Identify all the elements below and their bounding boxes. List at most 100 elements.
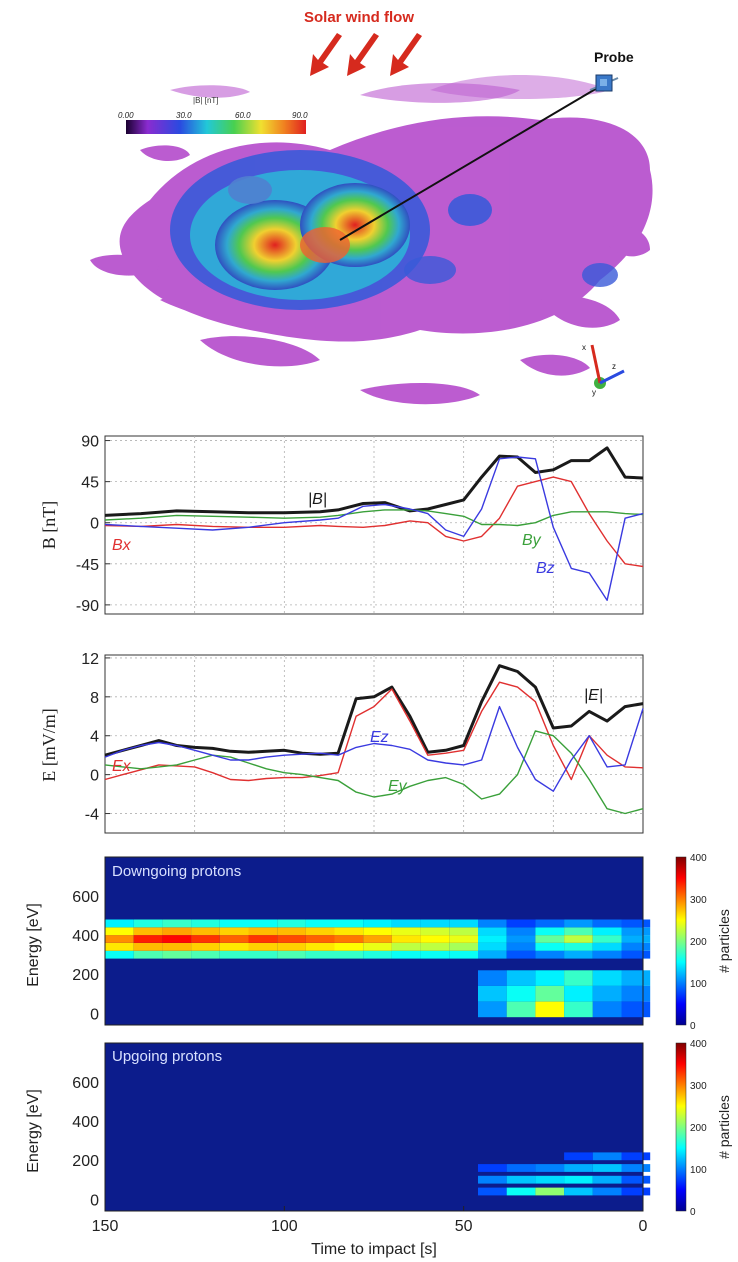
x-tick-label: 150	[92, 1218, 119, 1235]
electric-field-panel: 12 8 4 0 -4 E [mV/m] |E| Ex Ey Ez	[39, 651, 644, 834]
y-tick-label: 0	[90, 768, 99, 785]
heatmap-cell	[219, 935, 249, 943]
series-line-ez	[104, 705, 644, 792]
y-tick-label: 200	[72, 1153, 99, 1170]
heatmap-cell	[420, 943, 450, 951]
colorbar-title: |B| [nT]	[193, 96, 219, 105]
colorbar-tick-label: 300	[690, 1081, 707, 1092]
heatmap-cell	[478, 1175, 507, 1184]
heatmap-cell	[592, 1164, 622, 1172]
probe-icon	[589, 74, 619, 92]
series-line-b	[104, 446, 644, 517]
heatmap-cell	[564, 1175, 593, 1184]
heatmap-cell	[506, 1164, 536, 1172]
heatmap-cell	[535, 1164, 565, 1172]
heatmap-cell	[506, 1175, 536, 1184]
heatmap-cell	[564, 935, 593, 943]
heatmap-cell	[277, 919, 306, 928]
heatmap-cell	[621, 943, 651, 951]
x-tick-label: 50	[455, 1218, 473, 1235]
heatmap-cell	[621, 1164, 651, 1172]
heatmap-cell	[305, 950, 335, 959]
heatmap-cell	[191, 935, 220, 943]
heatmap-cell	[162, 919, 192, 928]
heatmap-cell	[363, 943, 392, 951]
series-annotation-eabs: |E|	[584, 687, 603, 704]
series-line-ey	[104, 730, 644, 815]
heatmap-cell	[391, 935, 421, 943]
heatmap-cell	[535, 970, 565, 986]
x-tick-label: 100	[271, 1218, 298, 1235]
series-annotation-ez: Ez	[370, 729, 389, 746]
y-axis-label: B [nT]	[39, 501, 59, 550]
x-tick-label: 0	[639, 1218, 648, 1235]
heatmap-cell	[191, 943, 220, 951]
heatmap-cell	[363, 927, 392, 936]
heatmap-cell	[478, 1164, 507, 1172]
series-annotation-by: By	[522, 532, 542, 549]
upgoing-protons-panel: 600 400 200 0 150 100 50 0 Upgoing protons Ene…	[25, 1039, 732, 1258]
heatmap-cell	[391, 950, 421, 959]
heatmap-cell	[133, 919, 163, 928]
heatmap-cell	[449, 943, 478, 951]
heatmap-cell	[363, 919, 392, 928]
y-tick-label: 400	[72, 928, 99, 945]
y-tick-label: 600	[72, 1075, 99, 1092]
heatmap-cell	[621, 1187, 651, 1196]
colorbar	[675, 1042, 687, 1212]
colorbar-tick: 30.0	[176, 111, 192, 120]
heatmap-cell	[506, 935, 536, 943]
y-tick-label: 0	[90, 1006, 99, 1023]
panel-title: Downgoing protons	[112, 863, 241, 880]
heatmap-cell	[449, 935, 478, 943]
heatmap-cell	[219, 927, 249, 936]
heatmap-cell	[478, 950, 507, 959]
heatmap-cell	[535, 985, 565, 1002]
heatmap-cell	[478, 919, 507, 928]
heatmap-cell	[478, 1001, 507, 1018]
heatmap-cell	[420, 935, 450, 943]
heatmap-cell	[162, 950, 192, 959]
series-line-by	[104, 509, 644, 527]
colorbar-tick-label: 400	[690, 1039, 707, 1050]
heatmap-cell	[506, 943, 536, 951]
colorbar-tick: 0.00	[118, 111, 134, 120]
heatmap-cell	[420, 950, 450, 959]
heatmap-cell	[105, 943, 134, 951]
heatmap-cell	[621, 985, 651, 1002]
heatmap-cell	[478, 935, 507, 943]
heatmap-cell	[592, 919, 622, 928]
heatmap-cell	[621, 935, 651, 943]
heatmap-cell	[506, 950, 536, 959]
heatmap-cell	[478, 943, 507, 951]
colorbar-tick-label: 100	[690, 979, 707, 990]
arrow-icon	[310, 33, 342, 76]
heatmap-cell	[592, 1187, 622, 1196]
heatmap-cell	[478, 927, 507, 936]
heatmap-cell	[564, 1152, 593, 1161]
heatmap-cell	[535, 919, 565, 928]
series-annotation-bz: Bz	[536, 560, 555, 577]
series-line-ex	[104, 681, 644, 782]
heatmap-cell	[391, 927, 421, 936]
heatmap-cell	[592, 927, 622, 936]
y-tick-label: -45	[76, 557, 99, 574]
heatmap-cell	[478, 970, 507, 986]
series-line-bz	[104, 456, 644, 601]
heatmap-cell	[277, 950, 306, 959]
colorbar-label: # particles	[716, 1095, 732, 1159]
heatmap-cell	[191, 950, 220, 959]
plot-frame	[104, 856, 644, 1026]
heatmap-cell	[248, 935, 278, 943]
series-line-e	[104, 664, 644, 757]
heatmap-cell	[564, 919, 593, 928]
heatmap-cell	[334, 919, 364, 928]
y-tick-label: 45	[81, 475, 99, 492]
heatmap-cell	[334, 935, 364, 943]
heatmap-cell	[105, 950, 134, 959]
heatmap-cell	[506, 1187, 536, 1196]
heatmap-cell	[449, 950, 478, 959]
y-tick-label: 400	[72, 1114, 99, 1131]
colorbar-tick-label: 0	[690, 1207, 696, 1218]
